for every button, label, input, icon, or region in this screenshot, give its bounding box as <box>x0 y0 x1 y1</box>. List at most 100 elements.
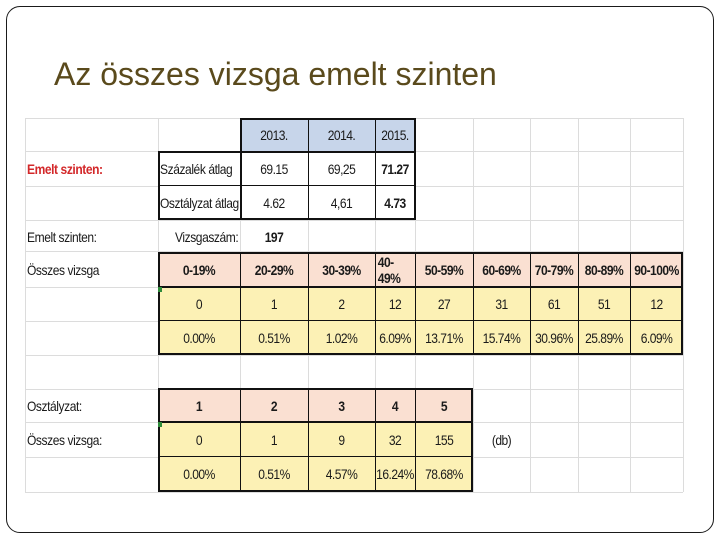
grade-count-cell: 1 <box>270 431 278 448</box>
table-border <box>471 388 473 492</box>
range-header-cell: 90-100% <box>634 262 679 278</box>
range-percent-cell: 1.02% <box>325 330 358 346</box>
range-header-cell: 70-79% <box>534 262 574 278</box>
range-percent-cell: 15.74% <box>482 330 521 346</box>
table-border <box>240 388 241 492</box>
range-percent-cell: 6.09% <box>640 330 673 346</box>
range-count-cell: 51 <box>597 296 611 312</box>
range-percent-cell: 25.89% <box>585 330 623 346</box>
table-border <box>158 490 473 492</box>
table-border <box>308 252 309 355</box>
table-border <box>158 353 683 355</box>
cell-marker <box>158 422 162 427</box>
grid-line <box>683 118 684 492</box>
table-border <box>158 252 683 254</box>
averages-value-cell: 71.27 <box>381 161 409 177</box>
emelt-szinten-red-label: Emelt szinten: <box>27 161 103 177</box>
osztalyzat-label: Osztályzat: <box>27 397 82 414</box>
range-count-cell: 12 <box>388 296 402 312</box>
grade-header-cell: 2 <box>270 397 278 414</box>
grade-header-cell: 5 <box>440 397 448 414</box>
grade-header-cell: 1 <box>195 397 203 414</box>
range-count-cell: 31 <box>495 296 508 312</box>
osszes-vizsga-count-label: Összes vizsga: <box>27 431 102 448</box>
grid-line <box>25 355 683 356</box>
grade-header-cell: 3 <box>338 397 345 414</box>
spreadsheet-image: 2013. 2014. 2015. Százalék átlag 69.15 69,25 7… <box>25 118 684 493</box>
averages-value-cell: 69,25 <box>327 161 356 177</box>
range-count-cell: 61 <box>547 296 561 312</box>
table-border <box>158 388 473 390</box>
range-count-cell: 2 <box>338 296 345 312</box>
range-percent-cell: 30.96% <box>535 330 573 346</box>
averages-value-cell: 4.62 <box>263 195 285 211</box>
grid-line <box>25 118 26 492</box>
averages-value-cell: 4.73 <box>384 195 406 211</box>
range-header-cell: 0-19% <box>182 262 216 278</box>
table-border <box>158 456 473 457</box>
grade-percent-cell: 4.57% <box>325 466 358 482</box>
osszes-vizsga-label: Összes vizsga <box>27 262 100 278</box>
unit-label: (db) <box>491 431 512 448</box>
grid-line <box>25 492 683 493</box>
range-count-cell: 0 <box>195 296 203 312</box>
table-border <box>414 118 416 220</box>
year-header-row <box>240 118 415 152</box>
table-border <box>158 185 416 186</box>
table-border <box>630 252 631 355</box>
table-border <box>158 286 683 288</box>
range-count-cell: 12 <box>650 296 663 312</box>
table-border <box>375 388 376 492</box>
table-border <box>240 118 416 120</box>
exam-count-label: Emelt szinten: <box>27 228 97 245</box>
table-border <box>158 151 160 220</box>
table-border <box>530 252 531 355</box>
year-header-cell: 2015. <box>381 127 409 143</box>
grid-line <box>25 251 683 252</box>
exam-count-key: Vizsgaszám: <box>175 228 239 245</box>
range-header-cell: 20-29% <box>254 262 294 278</box>
slide-frame <box>6 6 714 533</box>
table-border <box>375 118 376 220</box>
range-percent-cell: 6.09% <box>379 330 411 346</box>
table-border <box>578 252 579 355</box>
table-border <box>158 151 416 153</box>
table-border <box>473 252 474 355</box>
table-border <box>375 252 376 355</box>
range-count-cell: 27 <box>437 296 451 312</box>
range-count-cell: 1 <box>270 296 278 312</box>
range-percent-cell: 13.71% <box>425 330 463 346</box>
table-border <box>158 320 683 321</box>
range-header-cell: 30-39% <box>322 262 361 278</box>
grade-percent-cell: 16.24% <box>376 466 414 482</box>
range-percent-cell: 0.51% <box>258 330 290 346</box>
table-border <box>308 118 309 220</box>
averages-row-label: Osztályzat átlag <box>160 195 239 211</box>
table-border <box>158 388 160 492</box>
grade-count-cell: 0 <box>195 431 203 448</box>
range-header-cell: 80-89% <box>584 262 624 278</box>
grade-header-row <box>158 389 473 422</box>
table-border <box>240 252 241 355</box>
table-border <box>158 252 160 355</box>
grade-body <box>158 422 473 492</box>
table-border <box>415 388 416 492</box>
averages-body <box>158 152 415 220</box>
year-header-cell: 2014. <box>327 127 356 143</box>
range-percent-cell: 0.00% <box>183 330 215 346</box>
slide-title: Az összes vizsga emelt szinten <box>54 56 497 92</box>
grade-percent-cell: 0.00% <box>183 466 215 482</box>
range-header-cell: 50-59% <box>424 262 464 278</box>
grade-count-cell: 32 <box>388 431 402 448</box>
grid-line <box>25 220 683 221</box>
grade-count-cell: 9 <box>338 431 345 448</box>
exam-count-value: 197 <box>264 228 284 245</box>
table-border <box>158 421 473 423</box>
table-border <box>240 118 242 220</box>
range-header-cell: 40-49% <box>377 254 401 286</box>
year-header-cell: 2013. <box>260 127 288 143</box>
grade-header-cell: 4 <box>391 397 399 414</box>
table-border <box>681 252 683 355</box>
grade-count-cell: 155 <box>434 431 454 448</box>
table-border <box>308 388 309 492</box>
